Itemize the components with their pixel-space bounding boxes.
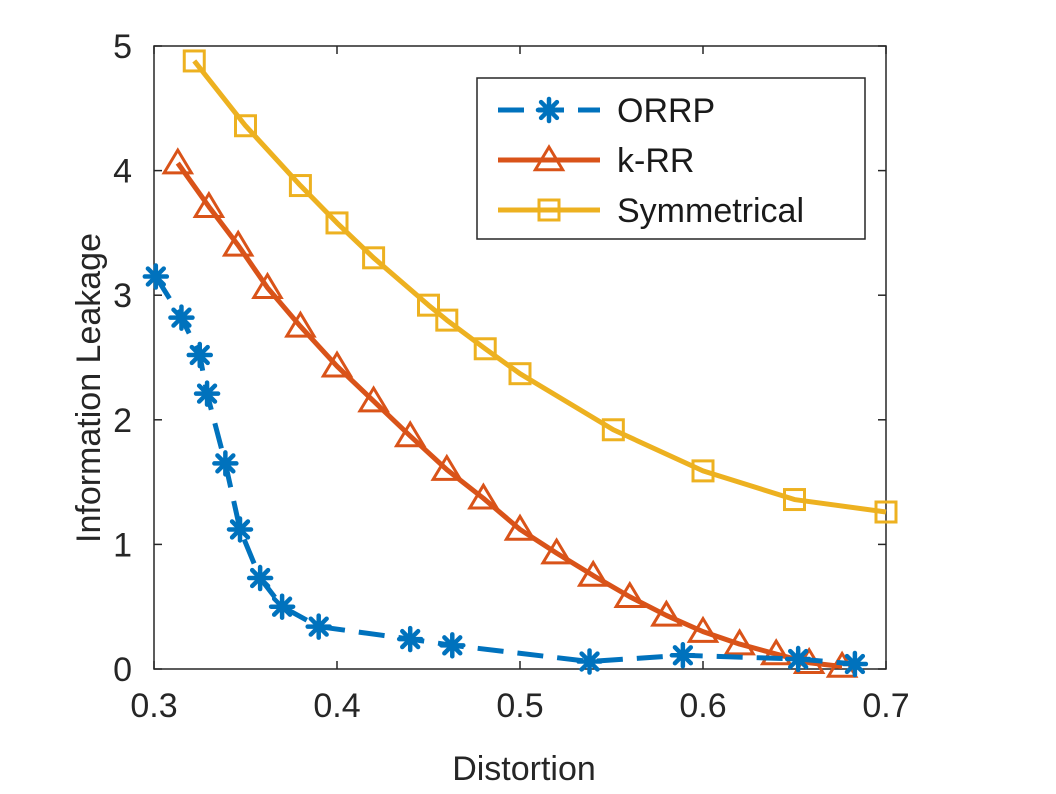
asterisk-stroke (844, 653, 866, 675)
series-layer (142, 49, 898, 678)
data-point-orrp (576, 648, 603, 675)
data-point-orrp (142, 263, 170, 290)
series-line-orrp (153, 275, 856, 667)
data-point-orrp (212, 450, 239, 477)
y-tick-label: 3 (113, 277, 132, 315)
y-tick-label: 1 (113, 526, 132, 564)
data-point-k-rr (686, 615, 720, 643)
asterisk-stroke (538, 99, 560, 121)
legend-item-symmetrical: Symmetrical (498, 192, 804, 230)
data-point-k-rr (576, 559, 610, 587)
data-point-k-rr (540, 537, 573, 565)
data-point-k-rr (393, 420, 427, 448)
data-point-symmetrical (601, 418, 625, 442)
y-tick-label: 2 (113, 402, 132, 440)
data-point-k-rr (650, 599, 683, 627)
x-tick-label: 0.3 (130, 687, 177, 725)
axis-tick-labels: 0.3 0.4 0.5 0.6 0.7 0 1 2 3 4 5 (113, 28, 910, 725)
legend-item-k-rr: k-RR (498, 142, 694, 180)
y-tick-label: 4 (113, 153, 132, 191)
data-point-k-rr (467, 482, 500, 510)
asterisk-stroke (196, 383, 218, 404)
series-k-rr (161, 147, 859, 678)
x-tick-label: 0.7 (862, 687, 909, 725)
asterisk-stroke (249, 567, 271, 589)
data-point-orrp (186, 341, 213, 369)
data-point-k-rr (284, 310, 317, 338)
legend-marker (535, 96, 563, 124)
x-tick-label: 0.5 (496, 687, 543, 725)
y-axis-label: Information Leakage (70, 233, 108, 543)
data-point-k-rr (759, 638, 793, 666)
asterisk-stroke (787, 648, 809, 670)
y-tick-label: 0 (113, 651, 132, 689)
x-tick-label: 0.4 (313, 687, 360, 725)
data-point-orrp (168, 304, 195, 331)
data-point-k-rr (613, 580, 647, 608)
data-point-symmetrical (417, 293, 440, 317)
data-point-orrp (268, 593, 296, 620)
asterisk-stroke (442, 635, 463, 656)
asterisk-stroke (400, 628, 421, 650)
asterisk-stroke (215, 453, 236, 474)
data-point-k-rr (357, 385, 390, 413)
data-point-orrp (305, 613, 332, 640)
x-tick-label: 0.6 (679, 687, 726, 725)
data-point-symmetrical (325, 211, 349, 235)
data-point-orrp (439, 632, 466, 659)
axis-ticks (153, 45, 887, 670)
data-point-orrp (396, 625, 424, 653)
legend: ORRP k-RR Symmetrical (476, 77, 866, 240)
y-tick-label: 5 (113, 28, 132, 66)
asterisk-stroke (308, 616, 329, 637)
legend-marker (537, 198, 561, 222)
asterisk-stroke (189, 344, 210, 366)
asterisk-stroke (579, 651, 600, 672)
data-point-k-rr (430, 453, 464, 481)
data-point-symmetrical (874, 500, 898, 524)
series-orrp (142, 263, 869, 678)
legend-label: ORRP (617, 92, 715, 130)
data-point-orrp (669, 642, 697, 669)
data-point-orrp (226, 516, 254, 543)
data-point-k-rr (723, 628, 756, 656)
data-point-k-rr (320, 350, 354, 378)
data-point-symmetrical (783, 488, 806, 512)
data-point-orrp (193, 380, 221, 407)
data-point-orrp (841, 650, 869, 678)
x-axis-label: Distortion (452, 750, 596, 788)
legend-marker (532, 144, 566, 172)
legend-item-orrp: ORRP (498, 92, 715, 130)
legend-label: k-RR (617, 142, 694, 180)
data-point-orrp (246, 564, 274, 592)
legend-label: Symmetrical (617, 192, 804, 230)
data-point-symmetrical (234, 114, 257, 138)
data-point-orrp (784, 645, 812, 673)
data-point-symmetrical (182, 49, 206, 73)
data-point-symmetrical (473, 337, 497, 361)
data-point-k-rr (503, 513, 537, 541)
asterisk-stroke (271, 596, 293, 617)
data-point-k-rr (251, 271, 284, 299)
data-point-k-rr (161, 147, 195, 175)
series-symmetrical (182, 49, 898, 524)
data-point-symmetrical (362, 246, 386, 270)
data-point-k-rr (221, 229, 255, 257)
series-line-symmetrical (192, 59, 887, 515)
data-point-symmetrical (691, 459, 715, 483)
asterisk-stroke (145, 266, 166, 287)
asterisk-stroke (229, 519, 251, 540)
data-point-symmetrical (435, 308, 459, 332)
data-point-symmetrical (508, 362, 532, 386)
data-point-symmetrical (288, 174, 312, 198)
asterisk-stroke (672, 645, 694, 666)
asterisk-stroke (171, 307, 192, 328)
data-point-k-rr (192, 190, 226, 218)
